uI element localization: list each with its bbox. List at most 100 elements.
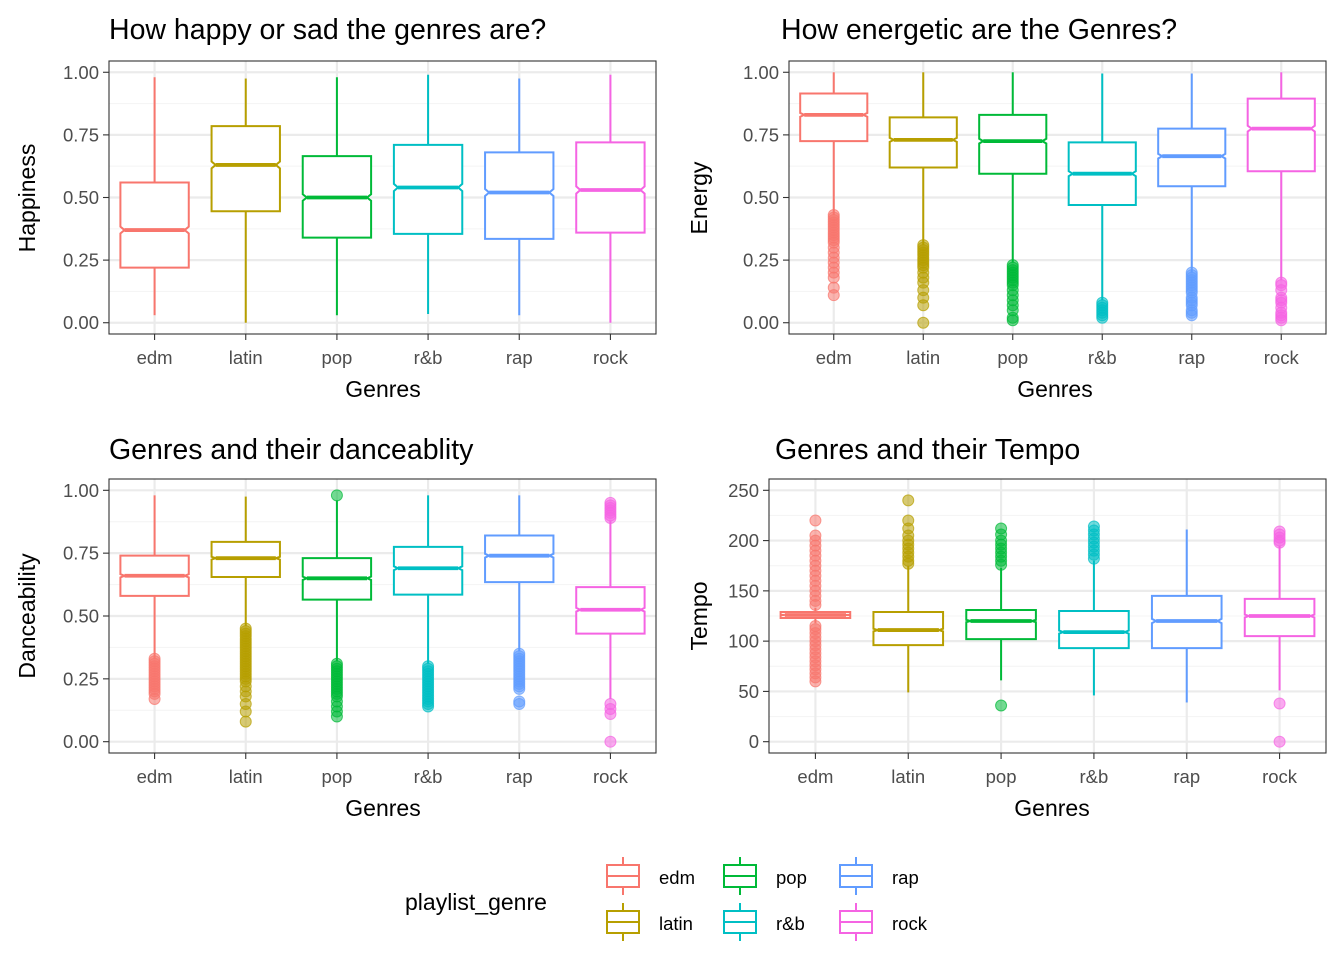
- outlier-point: [1185, 309, 1198, 322]
- box-rap: [484, 495, 555, 710]
- box-pop: [978, 72, 1048, 327]
- box-r&b: [1067, 73, 1137, 324]
- box-body: [210, 125, 281, 213]
- x-tick-label: latin: [891, 766, 925, 787]
- x-tick-label: r&b: [1088, 347, 1117, 368]
- legend-label: r&b: [776, 913, 805, 934]
- outlier-point: [604, 735, 617, 748]
- y-tick-label: 50: [738, 681, 759, 702]
- outlier-point: [995, 699, 1008, 712]
- box-body: [965, 608, 1037, 641]
- box-edm: [119, 495, 190, 705]
- box-body: [484, 151, 555, 240]
- box-body: [575, 141, 646, 234]
- chart-panel-2: 0.00 0.25 0.50 0.75 1.00 edm latin pop r&b rap roc…: [686, 14, 1327, 402]
- outlier-point: [239, 715, 252, 728]
- box-r&b: [1058, 520, 1130, 696]
- outlier-point: [604, 511, 617, 524]
- y-tick-label: 0.00: [63, 731, 99, 752]
- x-axis-label: Genres: [1017, 376, 1092, 402]
- box-edm: [779, 514, 852, 688]
- outlier-point: [809, 675, 822, 688]
- y-tick-label: 0.50: [63, 187, 99, 208]
- x-tick-label: pop: [321, 766, 352, 787]
- legend-item-rock: rock: [839, 903, 928, 941]
- y-tick-label: 1.00: [63, 480, 99, 501]
- legend-label: edm: [659, 867, 695, 888]
- outlier-point: [604, 708, 617, 721]
- y-tick-label: 0.75: [63, 543, 99, 564]
- box-body: [484, 534, 555, 584]
- x-axis-label: Genres: [1014, 795, 1089, 821]
- x-tick-label: latin: [229, 347, 263, 368]
- box-latin: [210, 496, 281, 728]
- box-pop: [965, 522, 1037, 712]
- legend-label: rock: [892, 913, 928, 934]
- x-tick-label: pop: [986, 766, 1017, 787]
- outlier-point: [995, 558, 1008, 571]
- outlier-point: [1006, 314, 1019, 327]
- outlier-point: [330, 710, 343, 723]
- y-tick-label: 1.00: [63, 62, 99, 83]
- legend-title: playlist_genre: [405, 889, 547, 915]
- y-tick-label: 0.25: [63, 668, 99, 689]
- x-tick-label: rap: [506, 766, 533, 787]
- box-rock: [1243, 525, 1316, 748]
- y-tick-label: 0: [749, 731, 759, 752]
- x-axis-label: Genres: [345, 795, 420, 821]
- y-tick-label: 100: [728, 631, 759, 652]
- box-pop: [301, 77, 373, 316]
- box-body: [799, 92, 869, 143]
- legend-item-pop: pop: [723, 857, 807, 895]
- x-tick-label: pop: [997, 347, 1028, 368]
- box-latin: [888, 72, 958, 329]
- legend: playlist_genre edm latin pop r&b rap rock: [405, 857, 928, 941]
- y-tick-label: 150: [728, 580, 759, 601]
- x-tick-label: r&b: [414, 347, 443, 368]
- box-body: [1246, 97, 1316, 173]
- box-body: [1058, 609, 1130, 650]
- chart-title: How energetic are the Genres?: [781, 14, 1177, 46]
- outlier-point: [917, 316, 930, 329]
- outlier-point: [1273, 697, 1286, 710]
- x-tick-label: r&b: [1080, 766, 1109, 787]
- box-rock: [575, 496, 646, 748]
- x-tick-label: rap: [1178, 347, 1205, 368]
- y-tick-label: 0.00: [63, 312, 99, 333]
- outlier-point: [917, 299, 930, 312]
- outlier-point: [148, 692, 161, 705]
- y-tick-label: 0.50: [63, 606, 99, 627]
- outlier-point: [902, 494, 915, 507]
- y-axis-label: Danceability: [14, 553, 40, 679]
- x-tick-label: edm: [137, 347, 173, 368]
- legend-label: rap: [892, 867, 919, 888]
- x-tick-label: edm: [137, 766, 173, 787]
- box-body: [392, 545, 464, 596]
- box-pop: [301, 489, 373, 723]
- box-rap: [1157, 73, 1227, 322]
- chart-title: How happy or sad the genres are?: [109, 14, 546, 46]
- box-rap: [1150, 529, 1223, 703]
- chart-panel-4: 0 50 100 150 200 250 edm latin pop r&b rap rock Genr…: [686, 434, 1327, 821]
- box-edm: [799, 72, 869, 302]
- y-axis-label: Energy: [686, 161, 712, 234]
- outlier-point: [239, 705, 252, 718]
- outlier-point: [513, 697, 526, 710]
- y-tick-label: 200: [728, 530, 759, 551]
- x-tick-label: rap: [506, 347, 533, 368]
- y-axis-label: Tempo: [686, 581, 712, 650]
- x-tick-label: edm: [797, 766, 833, 787]
- outlier-point: [513, 682, 526, 695]
- outlier-point: [1096, 311, 1109, 324]
- outlier-point: [827, 271, 840, 284]
- box-latin: [872, 494, 945, 693]
- legend-label: latin: [659, 913, 693, 934]
- x-tick-label: latin: [229, 766, 263, 787]
- outlier-point: [422, 700, 435, 713]
- legend-item-latin: latin: [606, 903, 693, 941]
- outlier-point: [1275, 314, 1288, 327]
- chart-panel-1: 0.00 0.25 0.50 0.75 1.00 edm latin pop r&b rap roc…: [14, 14, 657, 402]
- box-r&b: [392, 495, 464, 713]
- x-tick-label: r&b: [414, 766, 443, 787]
- y-axis-label: Happiness: [14, 144, 40, 253]
